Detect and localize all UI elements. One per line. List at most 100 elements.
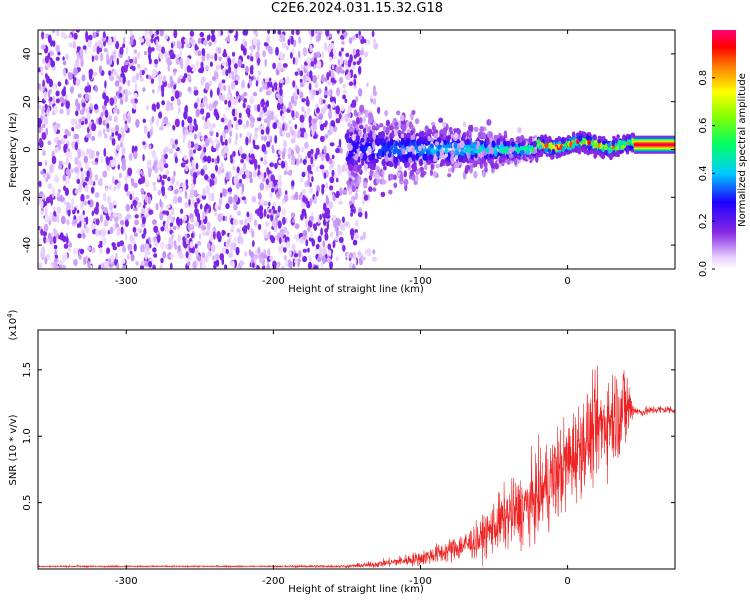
spectrogram-cell: [400, 124, 406, 130]
spectrogram-cell: [448, 126, 453, 132]
spectrogram-cell: [488, 131, 493, 139]
spectrogram-cell: [53, 258, 59, 263]
spectrogram-cell: [393, 182, 398, 189]
spectrogram-cell: [347, 145, 353, 151]
spectrogram-cell: [426, 149, 430, 157]
spectrogram-cell: [348, 163, 353, 171]
spectrogram-cell: [111, 138, 116, 146]
spectrogram-cell: [73, 32, 78, 40]
spectrogram-cell: [263, 171, 267, 179]
spectrogram-cell: [207, 242, 211, 250]
spectrogram-cell: [215, 64, 219, 71]
spectrogram-cell: [38, 238, 41, 245]
spectrogram-cell: [372, 141, 376, 149]
spectrogram-cell: [358, 57, 362, 64]
spectrogram-cell: [268, 201, 271, 207]
spectrogram-cell: [438, 117, 444, 123]
spectrogram-cell: [140, 244, 145, 253]
spectrogram-cell: [268, 231, 271, 237]
spectrogram-cell: [225, 203, 230, 210]
spectrogram-cell: [332, 55, 337, 60]
spectrogram-cell: [420, 171, 424, 176]
spectrogram-cell: [384, 146, 389, 153]
spectrogram-cell: [265, 221, 270, 227]
spectrogram-cell: [258, 205, 264, 213]
spectrogram-cell: [447, 173, 452, 178]
spectrogram-cell: [227, 65, 232, 74]
spectrogram-cell: [321, 255, 326, 264]
spectrogram-cell: [330, 70, 334, 76]
spectrogram-cell: [288, 101, 292, 110]
spectrogram-cell: [248, 214, 252, 223]
spectrogram-cell: [132, 226, 137, 233]
spectrogram-cell: [242, 102, 246, 109]
spectrogram-cell: [165, 243, 169, 250]
spectrogram-cell: [263, 154, 267, 162]
spectrogram-cell: [220, 135, 223, 144]
spectrogram-cell: [170, 262, 173, 269]
spectrogram-cell: [53, 261, 58, 269]
spectrogram-cell: [294, 56, 299, 66]
spectrogram-cell: [299, 83, 305, 88]
spectrogram-cell: [137, 63, 141, 69]
spectrogram-cell: [340, 223, 346, 231]
spectrogram-cell: [348, 37, 353, 44]
spectrogram-cell: [88, 178, 94, 186]
spectrogram-cell: [368, 186, 373, 193]
spectrogram-cell: [175, 53, 180, 59]
spectrogram-cell: [217, 30, 221, 38]
spectrogram-cell: [358, 250, 361, 258]
spectrogram-cell: [377, 106, 381, 114]
spectrogram-cell: [96, 30, 100, 34]
spectrogram-cell: [325, 207, 331, 217]
spectrogram-cell: [113, 49, 116, 58]
spectrogram-cell: [284, 258, 289, 267]
spectrogram-cell: [217, 46, 222, 55]
spectrogram-cell: [264, 58, 268, 68]
spectrogram-cell: [454, 154, 459, 160]
spectrogram-cell: [465, 164, 471, 171]
spectrogram-cell: [144, 253, 148, 260]
spectrogram-cell: [281, 42, 287, 49]
spectrogram-cell: [267, 30, 271, 35]
spectrogram-cell: [266, 141, 271, 148]
spectrogram-cell: [354, 219, 359, 228]
spectrogram-cell: [435, 164, 440, 169]
spectrogram-cell: [351, 99, 357, 108]
spectrogram-cell: [309, 44, 313, 53]
spectrogram-cell: [224, 129, 229, 134]
spectrogram-cell: [63, 199, 67, 205]
spectrogram-cell: [241, 173, 247, 179]
spectrogram-cell: [324, 232, 329, 241]
spectrogram-cell: [612, 149, 616, 157]
spectrogram-cell: [91, 135, 96, 141]
spectrogram-cell: [81, 74, 86, 82]
spectrogram-cell: [344, 98, 348, 103]
spectrogram-cell: [139, 76, 144, 82]
spectrogram-cell: [309, 182, 312, 188]
spectrogram-cell: [84, 185, 89, 193]
spectrogram-cell: [462, 171, 467, 180]
spectrogram-cell: [224, 215, 228, 222]
spectrogram-cell: [105, 156, 109, 164]
spectrogram-cell: [109, 74, 115, 82]
spectrogram-cell: [73, 258, 78, 267]
spectrogram-cell: [201, 115, 205, 121]
spectrogram-cell: [295, 30, 300, 36]
spectrogram-cell: [235, 132, 238, 142]
spectrogram-cell: [198, 68, 203, 74]
spectrogram-cell: [315, 107, 320, 114]
spectrogram-cell: [331, 169, 335, 177]
spectrogram-cell: [290, 95, 295, 104]
spectrogram-cell: [342, 89, 348, 94]
spectrogram-cell: [208, 103, 213, 112]
spectrogram-cell: [204, 138, 210, 147]
spectrogram-cell: [76, 209, 80, 214]
spectrogram-cell: [351, 185, 356, 192]
spectrogram-cell: [133, 206, 138, 212]
spectrogram-cell: [126, 213, 132, 220]
spectrogram-cell: [108, 263, 114, 268]
spectrogram-cell: [309, 94, 315, 101]
spectrogram-cell: [180, 253, 184, 259]
spectrogram-cell: [474, 153, 478, 159]
